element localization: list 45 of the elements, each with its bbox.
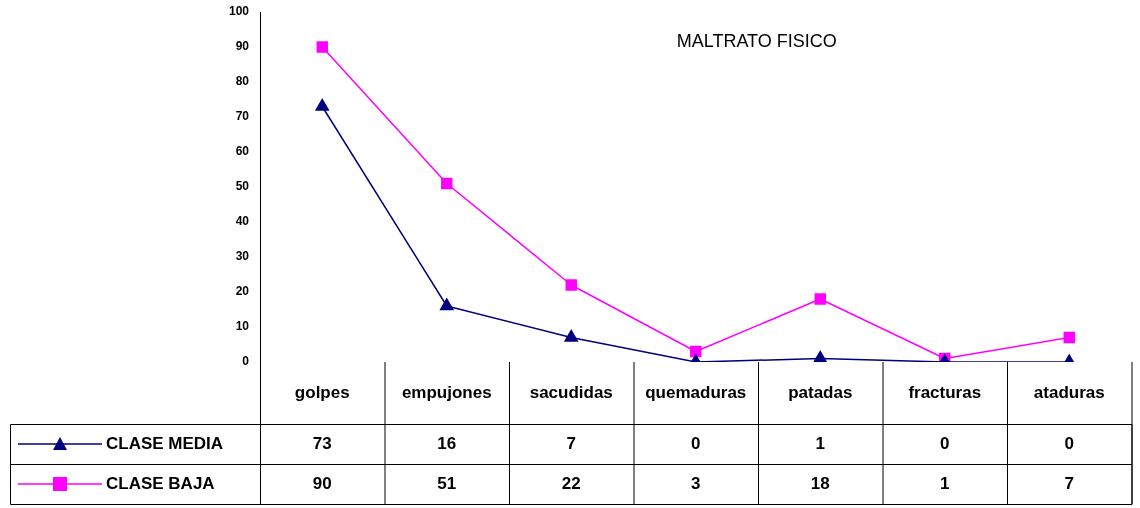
- data-label: 1: [815, 433, 825, 453]
- point: [690, 345, 702, 358]
- data-label: 1: [940, 473, 950, 493]
- data-label: 0: [691, 433, 701, 453]
- data-label: 16: [437, 433, 457, 453]
- data-label: 0: [940, 433, 950, 453]
- data-label: 0: [1064, 433, 1074, 453]
- point: [439, 298, 454, 311]
- x-tick-label: patadas: [788, 382, 853, 402]
- point: [813, 350, 828, 362]
- legend-label: CLASE MEDIA: [106, 434, 224, 454]
- point: [565, 279, 577, 291]
- x-tick-label: ataduras: [1033, 382, 1105, 402]
- data-label: 51: [437, 473, 457, 493]
- point: [814, 293, 826, 305]
- y-tick-label: 30: [235, 249, 250, 264]
- point: [564, 329, 579, 342]
- x-tick-label: golpes: [294, 382, 350, 402]
- y-tick-label: 70: [235, 109, 250, 124]
- y-tick-label: 100: [228, 4, 250, 19]
- data-label: 7: [1064, 473, 1074, 493]
- x-tick-label: sacudidas: [529, 382, 613, 402]
- data-label: 7: [566, 433, 576, 453]
- point: [316, 41, 328, 53]
- point: [315, 98, 330, 111]
- data-label: 22: [561, 473, 581, 493]
- x-tick-label: empujones: [401, 382, 492, 402]
- text: MALTRATO FISICO: [676, 30, 837, 51]
- y-tick-label: 10: [235, 319, 250, 334]
- y-tick-label: 50: [235, 179, 250, 194]
- data-label: 90: [312, 473, 332, 493]
- y-tick-label: 90: [235, 39, 250, 54]
- y-tick-label: 0: [242, 354, 250, 369]
- y-tick-label: 60: [235, 144, 250, 159]
- point: [441, 177, 453, 190]
- y-tick-label: 40: [235, 214, 250, 229]
- y-tick-label: 20: [235, 284, 250, 299]
- data-label: 18: [810, 473, 830, 493]
- x-tick-label: quemaduras: [645, 382, 747, 402]
- x-tick-label: fracturas: [908, 382, 982, 402]
- y-tick-label: 80: [235, 74, 250, 89]
- data-label: 73: [312, 433, 332, 453]
- point: [1063, 331, 1075, 344]
- legend-label: CLASE BAJA: [106, 474, 215, 494]
- data-label: 3: [691, 473, 701, 493]
